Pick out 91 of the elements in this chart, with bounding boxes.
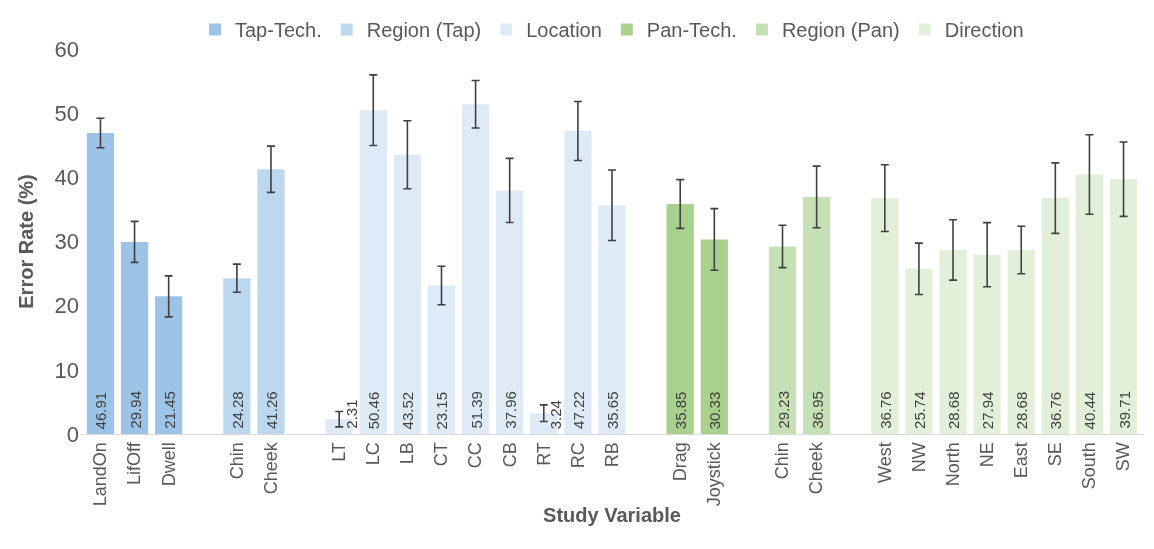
bar — [393, 154, 422, 434]
bar — [427, 285, 456, 434]
data-label: 28.68 — [945, 391, 963, 430]
x-tick-label: Joystick — [704, 441, 725, 507]
x-tick-label: West — [874, 442, 895, 483]
bar — [496, 190, 524, 434]
x-tick-label: Cheek — [806, 441, 827, 495]
bar — [120, 241, 149, 434]
x-tick-label: RB — [601, 442, 622, 468]
x-tick-label: South — [1079, 442, 1100, 490]
y-tick-label: 0 — [66, 421, 79, 447]
y-axis-title: Error Rate (%) — [15, 174, 38, 309]
x-tick-label: SE — [1045, 442, 1066, 467]
x-tick-label: RC — [567, 442, 588, 469]
x-tick-label: LC — [363, 442, 384, 466]
x-axis-title: Study Variable — [543, 503, 681, 526]
legend-label: Direction — [944, 19, 1024, 42]
data-label: 41.26 — [262, 391, 280, 429]
data-label: 3.24 — [547, 400, 565, 430]
data-label: 35.85 — [672, 391, 690, 430]
x-tick-label: LandOn — [90, 442, 111, 507]
bar — [461, 104, 490, 434]
bar — [86, 132, 115, 434]
data-label: 37.96 — [501, 391, 519, 429]
data-label: 50.46 — [365, 391, 383, 430]
x-tick-label: Cheek — [260, 441, 281, 495]
x-tick-label: CT — [431, 442, 452, 467]
bar — [155, 296, 183, 434]
bar — [666, 203, 694, 434]
bar — [223, 278, 251, 434]
bar — [905, 268, 933, 434]
data-label: 29.23 — [774, 390, 792, 429]
legend-label: Tap-Tech. — [235, 19, 322, 42]
y-tick-label: 50 — [54, 100, 79, 126]
y-tick-label: 40 — [54, 165, 79, 191]
data-label: 27.94 — [979, 391, 997, 430]
x-tick-label: SW — [1113, 442, 1134, 472]
bar — [768, 246, 797, 434]
data-label: 23.15 — [433, 391, 451, 430]
x-tick-label: RT — [533, 442, 554, 466]
bar — [359, 110, 387, 434]
x-tick-label: East — [1011, 442, 1032, 479]
data-label: 25.74 — [910, 391, 928, 429]
data-label: 47.22 — [569, 391, 587, 429]
legend-label: Region (Tap) — [366, 19, 482, 42]
bar — [802, 196, 831, 434]
bar — [700, 239, 728, 434]
x-tick-label: Drag — [670, 442, 691, 482]
data-label: 2.31 — [342, 399, 360, 429]
bar — [1007, 249, 1035, 434]
x-tick-label: LB — [397, 442, 418, 465]
x-tick-label: NW — [908, 442, 929, 473]
data-label: 46.91 — [92, 391, 110, 430]
y-tick-label: 20 — [54, 293, 79, 319]
bar — [1041, 198, 1069, 434]
bar — [1075, 174, 1104, 434]
data-label: 28.68 — [1013, 391, 1031, 430]
x-tick-label: CB — [499, 442, 520, 468]
data-label: 40.44 — [1081, 391, 1099, 430]
x-tick-label: North — [942, 442, 963, 487]
bar — [564, 131, 592, 434]
bar — [939, 249, 967, 434]
legend-label: Location — [526, 19, 602, 42]
data-label: 24.28 — [228, 391, 246, 429]
data-label: 30.33 — [706, 391, 724, 430]
data-label: 29.94 — [126, 391, 144, 429]
x-tick-label: LT — [329, 442, 350, 462]
data-label: 36.76 — [876, 391, 894, 429]
x-tick-label: Chin — [226, 442, 247, 480]
x-tick-label: NE — [976, 442, 997, 468]
data-label: 43.52 — [399, 391, 417, 430]
legend-label: Pan-Tech. — [646, 19, 737, 42]
bar — [973, 254, 1001, 434]
data-label: 39.71 — [1115, 390, 1133, 429]
y-tick-label: 60 — [54, 36, 79, 62]
bar — [257, 169, 285, 434]
data-label: 36.95 — [808, 391, 826, 429]
x-tick-label: Dwell — [158, 442, 179, 487]
bar — [871, 198, 899, 434]
bar — [598, 205, 626, 434]
x-tick-label: Chin — [772, 442, 793, 480]
y-tick-label: 10 — [54, 357, 79, 383]
data-label: 51.39 — [467, 391, 485, 429]
data-label: 36.76 — [1047, 391, 1065, 430]
y-tick-label: 30 — [54, 229, 79, 255]
data-label: 21.45 — [160, 391, 178, 429]
x-tick-label: CC — [465, 442, 486, 469]
bar — [1109, 179, 1138, 434]
x-tick-label: LifOff — [124, 441, 145, 485]
legend-label: Region (Pan) — [781, 19, 900, 42]
data-label: 35.65 — [604, 391, 621, 429]
